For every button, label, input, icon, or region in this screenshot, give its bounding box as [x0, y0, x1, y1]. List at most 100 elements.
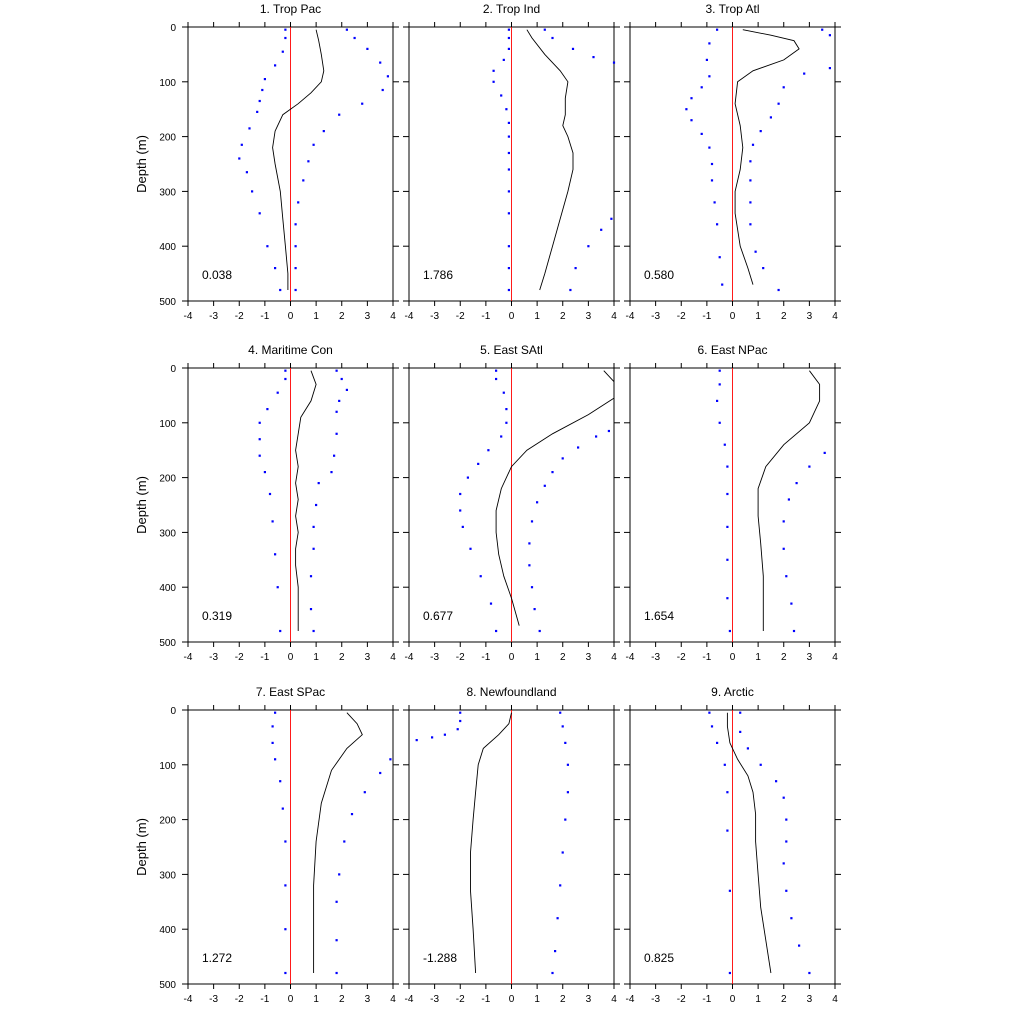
lower-bound-dot — [279, 629, 282, 633]
panel-title: 8. Newfoundland — [466, 685, 556, 699]
lower-bound-dot — [238, 157, 241, 160]
lower-bound-dot — [716, 223, 719, 226]
lower-bound-dot — [284, 369, 287, 372]
y-tick-label: 300 — [159, 528, 176, 539]
lower-bound-dot — [690, 97, 693, 100]
y-tick-label: 0 — [170, 706, 176, 717]
upper-bound-dot — [309, 575, 313, 578]
lower-bound-dot — [505, 408, 508, 411]
upper-bound-dot — [607, 429, 610, 433]
lower-bound-dot — [274, 711, 277, 714]
lower-bound-dot — [726, 525, 729, 528]
lower-bound-dot — [728, 889, 731, 892]
lower-bound-dot — [710, 725, 714, 728]
lower-bound-dot — [248, 127, 251, 130]
upper-bound-dot — [574, 267, 577, 270]
panel-title: 6. East NPac — [697, 343, 767, 357]
x-tick-label: -2 — [235, 652, 244, 663]
y-axis-label: Depth (m) — [134, 476, 149, 534]
upper-bound-dot — [350, 813, 354, 816]
lower-bound-dot — [466, 476, 469, 479]
x-tick-label: -3 — [209, 994, 218, 1005]
x-tick-label: 2 — [339, 994, 345, 1005]
x-tick-label: -2 — [456, 652, 465, 663]
panel-title: 4. Maritime Con — [248, 343, 333, 357]
lower-bound-dot — [274, 64, 277, 67]
upper-bound-dot — [551, 36, 554, 40]
lower-bound-dot — [507, 168, 510, 171]
x-tick-label: 1 — [755, 994, 761, 1005]
lower-bound-dot — [284, 28, 287, 31]
lower-bound-dot — [459, 492, 462, 496]
upper-bound-dot — [538, 629, 541, 633]
upper-bound-dot — [592, 56, 595, 59]
upper-bound-dot — [533, 608, 536, 611]
lower-bound-dot — [495, 369, 498, 372]
x-tick-label: 0 — [509, 311, 515, 322]
x-tick-label: -2 — [235, 994, 244, 1005]
lower-bound-dot — [507, 47, 510, 50]
panel-3: 3. Trop Atl -4 -3 -2 -1 0 1 2 3 4 0.580 — [624, 2, 841, 322]
upper-bound-dot — [798, 944, 801, 947]
x-tick-label: 3 — [586, 994, 592, 1005]
lower-bound-dot — [279, 288, 282, 292]
lower-bound-dot — [245, 171, 248, 174]
upper-bound-dot — [785, 889, 788, 892]
y-tick-label: 500 — [159, 638, 176, 649]
panel-title: 1. Trop Pac — [260, 2, 321, 16]
x-tick-label: 1 — [313, 994, 319, 1005]
upper-bound-dot — [335, 369, 338, 372]
x-tick-label: 4 — [611, 652, 617, 663]
y-tick-label: 300 — [159, 870, 176, 881]
x-tick-label: -1 — [481, 311, 490, 322]
panel-title: 9. Arctic — [711, 685, 754, 699]
panel-annotation: 0.677 — [423, 609, 453, 623]
upper-bound-dot — [338, 113, 341, 116]
upper-bound-dot — [340, 377, 343, 381]
upper-bound-dot — [564, 741, 567, 744]
upper-bound-dot — [566, 763, 569, 766]
upper-bound-dot — [528, 542, 531, 545]
lower-bound-dot — [716, 28, 719, 31]
x-tick-label: -3 — [209, 311, 218, 322]
upper-bound-dot — [312, 547, 315, 550]
lower-bound-dot — [690, 119, 693, 122]
x-tick-label: -3 — [209, 652, 218, 663]
lower-bound-dot — [507, 288, 510, 292]
lower-bound-dot — [716, 399, 719, 402]
mean-profile-line — [734, 29, 800, 285]
lower-bound-dot — [284, 928, 287, 931]
lower-bound-dot — [723, 763, 726, 766]
upper-bound-dot — [335, 432, 338, 435]
upper-bound-dot — [610, 217, 613, 220]
x-tick-label: 1 — [755, 311, 761, 322]
upper-bound-dot — [309, 608, 313, 611]
lower-bound-dot — [708, 75, 711, 78]
y-tick-label: 100 — [159, 761, 176, 772]
lower-bound-dot — [507, 190, 510, 193]
x-tick-label: 2 — [781, 652, 787, 663]
panel-title: 2. Trop Ind — [483, 2, 540, 16]
x-tick-label: 0 — [730, 311, 736, 322]
lower-bound-dot — [708, 146, 711, 149]
panel-2: 2. Trop Ind -4 -3 -2 -1 0 1 2 3 4 1.786 — [403, 2, 620, 322]
lower-bound-dot — [507, 28, 510, 31]
lower-bound-dot — [258, 421, 261, 424]
lower-bound-dot — [489, 602, 493, 605]
x-tick-label: -4 — [405, 311, 414, 322]
x-tick-label: -3 — [651, 994, 660, 1005]
upper-bound-dot — [363, 791, 366, 794]
x-tick-label: 4 — [832, 994, 838, 1005]
x-tick-label: 3 — [586, 311, 592, 322]
lower-bound-dot — [507, 36, 510, 40]
x-tick-label: -3 — [430, 311, 439, 322]
x-tick-label: 3 — [807, 311, 813, 322]
x-tick-label: -3 — [651, 311, 660, 322]
upper-bound-dot — [782, 796, 785, 799]
x-tick-label: -1 — [702, 652, 711, 663]
lower-bound-dot — [276, 586, 279, 589]
upper-bound-dot — [828, 34, 831, 37]
panel-annotation: 0.580 — [644, 268, 674, 282]
upper-bound-dot — [302, 179, 305, 182]
upper-bound-dot — [528, 564, 531, 567]
